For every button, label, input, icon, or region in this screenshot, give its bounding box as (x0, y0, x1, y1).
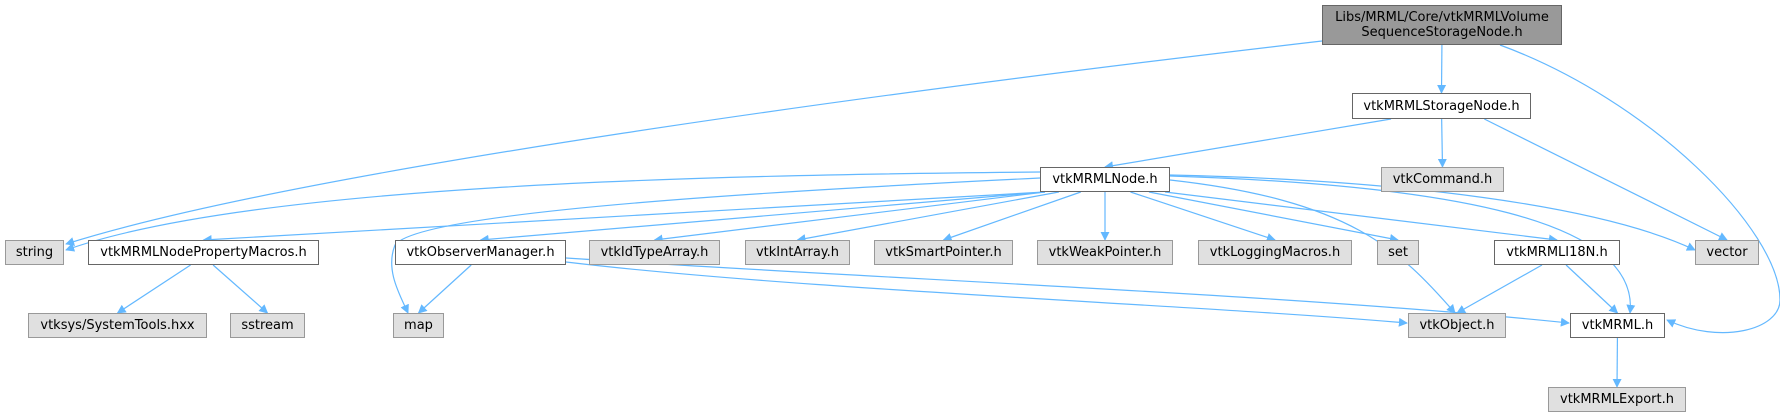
edge-mrmlnode-to-observer (479, 191, 1046, 244)
node-command: vtkCommand.h (1381, 167, 1504, 192)
edge-mrmlnode-to-idtype (653, 191, 1046, 244)
edge-propmacros-to-systools (116, 264, 191, 314)
edge-observer-to-vtkobject (565, 261, 1408, 327)
node-export: vtkMRMLExport.h (1548, 387, 1686, 412)
node-idtype: vtkIdTypeArray.h (589, 240, 720, 265)
node-i18n[interactable]: vtkMRMLI18N.h (1494, 240, 1620, 265)
edge-mrmlnode-to-vector (1169, 174, 1696, 251)
node-root: Libs/MRML/Core/vtkMRMLVolume SequenceSto… (1322, 5, 1562, 45)
node-mrmlnode[interactable]: vtkMRMLNode.h (1040, 167, 1170, 192)
edge-storage-to-command (1437, 118, 1447, 168)
node-set: set (1377, 240, 1419, 265)
edge-i18n-to-vtkmrml (1565, 264, 1619, 314)
node-propmacros[interactable]: vtkMRMLNodePropertyMacros.h (88, 240, 319, 265)
node-map: map (393, 313, 444, 338)
node-intarray: vtkIntArray.h (745, 240, 850, 265)
edge-mrmlnode-to-logging (1130, 191, 1276, 242)
edge-mrmlnode-to-propmacros (202, 191, 1046, 245)
edge-mrmlnode-to-vtkmrml (1169, 175, 1636, 314)
edge-observer-to-vtkmrml (565, 257, 1570, 327)
edge-storage-to-vector (1484, 118, 1728, 241)
edge-i18n-to-vtkobject (1456, 264, 1543, 314)
node-vtkobject: vtkObject.h (1408, 313, 1506, 338)
edge-propmacros-to-sstream (212, 264, 269, 314)
edge-mrmlnode-to-i18n (1164, 191, 1558, 244)
edge-mrmlnode-to-smartptr (942, 191, 1081, 242)
node-storage[interactable]: vtkMRMLStorageNode.h (1352, 93, 1531, 119)
node-weakptr: vtkWeakPointer.h (1037, 240, 1173, 265)
node-observer[interactable]: vtkObserverManager.h (395, 240, 566, 265)
node-sstream: sstream (230, 313, 305, 338)
node-string: string (5, 240, 64, 265)
edge-mrmlnode-to-map (391, 177, 1041, 314)
edge-mrmlnode-to-set (1148, 191, 1399, 243)
edge-mrmlnode-to-vtkobject (1169, 179, 1456, 314)
node-logging: vtkLoggingMacros.h (1198, 240, 1352, 265)
node-systools: vtksys/SystemTools.hxx (28, 313, 207, 338)
edge-mrmlnode-to-string (65, 171, 1041, 252)
node-smartptr: vtkSmartPointer.h (874, 240, 1013, 265)
node-vector: vector (1695, 240, 1759, 265)
edge-root-to-vtkmrml (1499, 44, 1780, 334)
node-vtkmrml[interactable]: vtkMRML.h (1570, 313, 1665, 338)
edge-observer-to-map (417, 264, 472, 314)
edge-root-to-string (65, 40, 1323, 246)
edge-mrmlnode-to-intarray (796, 191, 1059, 243)
edge-storage-to-mrmlnode (1104, 118, 1392, 171)
